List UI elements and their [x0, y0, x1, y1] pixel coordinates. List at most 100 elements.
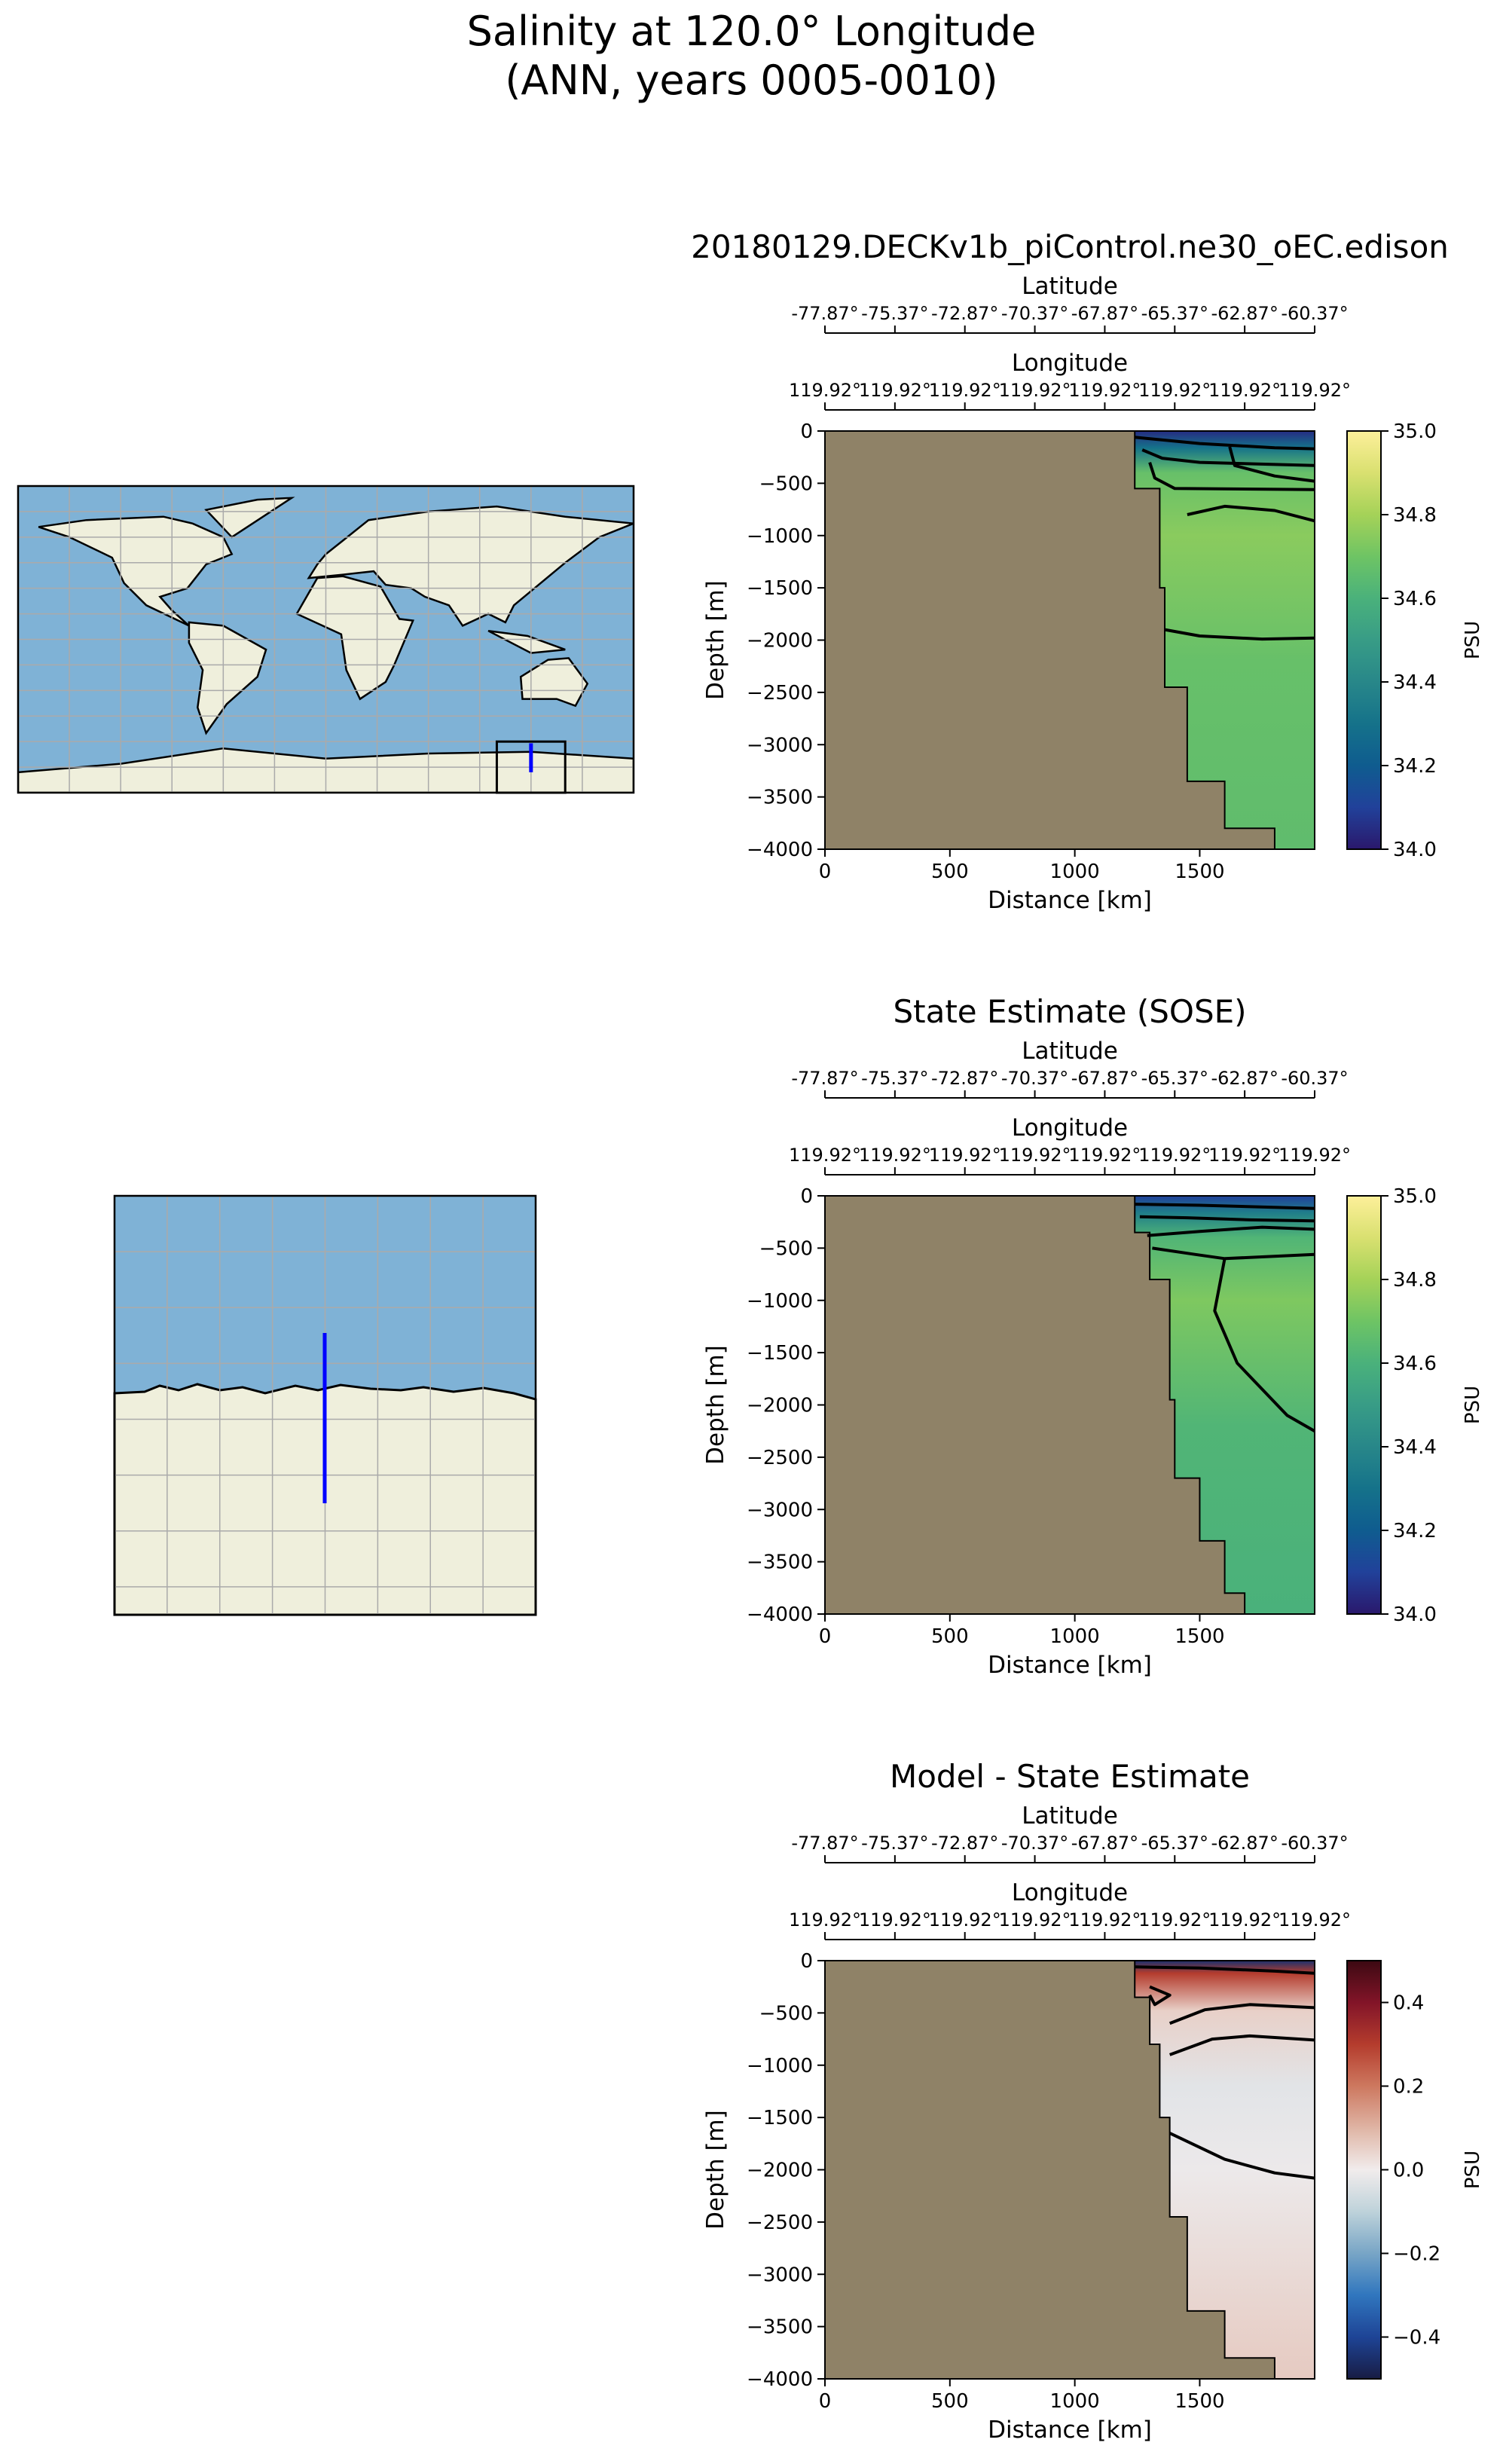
y-axis-label: Depth [m] — [702, 1345, 729, 1465]
x-tick-label: 1500 — [1175, 2390, 1224, 2413]
longitude-tick-label: 119.92° — [1278, 1145, 1351, 1166]
latitude-tick-label: -70.37° — [1001, 1068, 1068, 1089]
longitude-tick-label: 119.92° — [1138, 380, 1211, 401]
longitude-tick-label: 119.92° — [1208, 380, 1281, 401]
colorbar-label: PSU — [1462, 2151, 1484, 2189]
x-tick-label: 1000 — [1050, 861, 1100, 883]
longitude-tick-label: 119.92° — [859, 1909, 931, 1931]
x-tick-label: 0 — [819, 861, 832, 883]
y-tick-label: −2500 — [747, 1447, 813, 1469]
map-frame — [17, 485, 635, 794]
latitude-tick-label: -62.87° — [1211, 1833, 1278, 1854]
latitude-tick-label: -75.37° — [861, 1833, 928, 1854]
latitude-tick-label: -70.37° — [1001, 1833, 1068, 1854]
y-tick-label: 0 — [800, 1185, 813, 1208]
longitude-tick-label: 119.92° — [1208, 1909, 1281, 1931]
y-tick-label: −4000 — [747, 2368, 813, 2391]
longitude-tick-label: 119.92° — [789, 380, 861, 401]
contour-line — [1135, 436, 1315, 451]
longitude-tick-label: 119.92° — [929, 1909, 1001, 1931]
latitude-tick-label: -77.87° — [791, 1068, 858, 1089]
y-tick-label: −1500 — [747, 2107, 813, 2129]
colorbar-label: PSU — [1462, 621, 1484, 659]
colorbar-tick-label: 34.4 — [1393, 1436, 1437, 1459]
longitude-tick-label: 119.92° — [1278, 1909, 1351, 1931]
contour-line — [1152, 1246, 1315, 1261]
map-frame — [113, 1194, 537, 1616]
y-tick-label: −3000 — [747, 1499, 813, 1521]
longitude-tick-label: 119.92° — [789, 1909, 861, 1931]
latitude-tick-label: -72.87° — [931, 303, 998, 324]
longitude-tick-label: 119.92° — [789, 1145, 861, 1166]
longitude-tick-label: 119.92° — [1278, 380, 1351, 401]
y-tick-label: −500 — [759, 2002, 813, 2025]
x-axis-label: Distance [km] — [988, 1652, 1152, 1679]
continent-shape — [188, 621, 267, 735]
colorbar-tick-label: 34.6 — [1393, 588, 1437, 610]
latitude-tick-label: -60.37° — [1281, 303, 1348, 324]
y-tick-label: −4000 — [747, 1603, 813, 1626]
x-tick-label: 1000 — [1050, 2390, 1100, 2413]
y-tick-label: −3500 — [747, 787, 813, 809]
continent-shape — [204, 497, 295, 539]
latitude-tick-label: -77.87° — [791, 303, 858, 324]
colorbar — [1346, 430, 1382, 850]
longitude-tick-label: 119.92° — [1068, 1909, 1141, 1931]
latitude-tick-label: -60.37° — [1281, 1833, 1348, 1854]
latitude-tick-label: -65.37° — [1141, 303, 1208, 324]
longitude-tick-label: 119.92° — [999, 1145, 1071, 1166]
latitude-tick-label: -72.87° — [931, 1833, 998, 1854]
latitude-tick-label: -60.37° — [1281, 1068, 1348, 1089]
contour-line — [1139, 1215, 1315, 1223]
latitude-tick-label: -62.87° — [1211, 303, 1278, 324]
y-tick-label: −2000 — [747, 630, 813, 653]
y-tick-label: −500 — [759, 1237, 813, 1260]
longitude-tick-label: 119.92° — [999, 1909, 1071, 1931]
y-tick-label: −1000 — [747, 525, 813, 548]
contour-line — [1147, 1225, 1315, 1237]
y-tick-label: −3500 — [747, 2316, 813, 2339]
latitude-tick-label: -67.87° — [1071, 1833, 1138, 1854]
panel-title: 20180129.DECKv1b_piControl.ne30_oEC.edis… — [691, 228, 1449, 265]
y-tick-label: −1000 — [747, 2055, 813, 2077]
x-tick-label: 500 — [931, 1625, 969, 1648]
contour-line — [1169, 2034, 1315, 2056]
contour-line — [1168, 2003, 1315, 2025]
colorbar — [1346, 1960, 1382, 2380]
section-panel-model: 20180129.DECKv1b_piControl.ne30_oEC.edis… — [691, 228, 1484, 914]
colorbar-tick-label: −0.4 — [1393, 2327, 1440, 2349]
contour-line — [1168, 2132, 1315, 2180]
latitude-tick-label: -62.87° — [1211, 1068, 1278, 1089]
y-axis-label: Depth [m] — [702, 2110, 729, 2230]
colorbar-tick-label: 34.2 — [1393, 1520, 1437, 1542]
longitude-tick-label: 119.92° — [999, 380, 1071, 401]
longitude-tick-label: 119.92° — [1068, 380, 1141, 401]
contour-line — [1141, 448, 1315, 467]
x-tick-label: 500 — [931, 2390, 969, 2413]
panel-title: State Estimate (SOSE) — [893, 993, 1246, 1030]
latitude-tick-label: -72.87° — [931, 1068, 998, 1089]
colorbar-label: PSU — [1462, 1386, 1484, 1424]
latitude-tick-label: -67.87° — [1071, 303, 1138, 324]
x-axis-label: Distance [km] — [988, 887, 1152, 914]
global-map — [17, 485, 635, 794]
latitude-axis-label: Latitude — [1022, 1802, 1118, 1830]
colorbar-tick-label: 35.0 — [1393, 1185, 1437, 1208]
y-tick-label: −2500 — [747, 682, 813, 705]
y-tick-label: −3000 — [747, 2264, 813, 2286]
colorbar-tick-label: 0.2 — [1393, 2076, 1424, 2099]
seafloor-land — [824, 430, 1275, 850]
longitude-tick-label: 119.92° — [859, 1145, 931, 1166]
longitude-tick-label: 119.92° — [1138, 1145, 1211, 1166]
x-tick-label: 1000 — [1050, 1625, 1100, 1648]
y-tick-label: −1500 — [747, 577, 813, 600]
latitude-tick-label: -70.37° — [1001, 303, 1068, 324]
y-tick-label: −1500 — [747, 1342, 813, 1365]
longitude-axis-label: Longitude — [1012, 1879, 1128, 1906]
colorbar-tick-label: 0.0 — [1393, 2160, 1424, 2182]
y-tick-label: −1000 — [747, 1290, 813, 1313]
colorbar-tick-label: −0.2 — [1393, 2243, 1440, 2266]
continent-shape — [487, 629, 566, 654]
panel-title: Model - State Estimate — [890, 1758, 1250, 1795]
continent-shape — [38, 515, 234, 627]
